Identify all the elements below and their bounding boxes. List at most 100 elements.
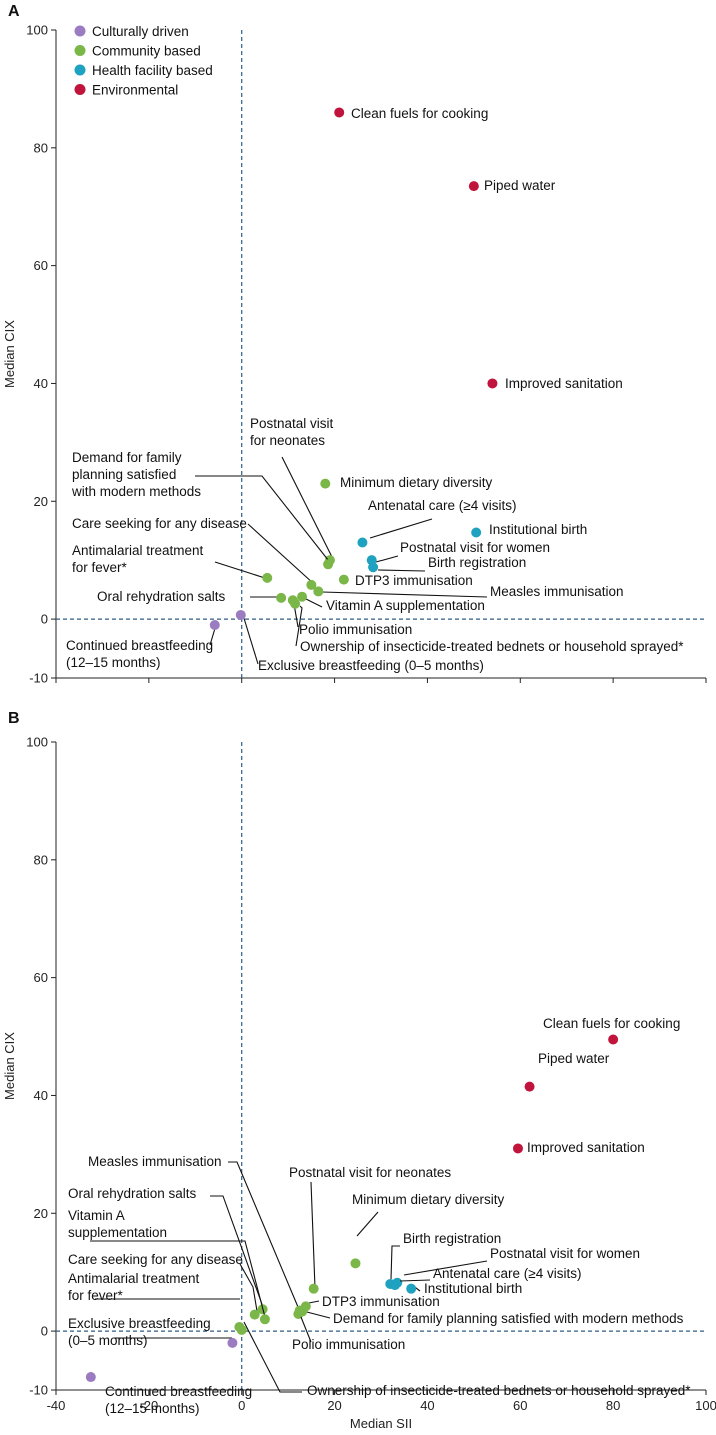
data-point-label: Birth registration — [428, 555, 526, 570]
data-point-label: Oral rehydration salts — [97, 589, 226, 604]
data-point — [297, 591, 308, 602]
x-axis-title: Median SII — [350, 1416, 412, 1431]
data-point-label: Care seeking for any disease — [68, 1252, 243, 1267]
label-leader-line — [210, 1195, 264, 1308]
data-point — [608, 1034, 619, 1045]
data-point-label: Improved sanitation — [505, 376, 623, 391]
legend-label: Environmental — [92, 83, 178, 98]
data-point-label: Antenatal care (≥4 visits) — [433, 1266, 581, 1281]
data-point-label: Oral rehydration salts — [68, 1186, 197, 1201]
legend-marker — [74, 25, 86, 37]
data-point — [350, 1258, 361, 1269]
label-leader-line — [390, 1245, 400, 1280]
data-point — [334, 107, 345, 118]
x-tick-label: 0 — [238, 1398, 245, 1413]
y-tick-label: 20 — [34, 1206, 48, 1221]
y-tick-label: 100 — [26, 735, 48, 750]
data-point — [313, 586, 324, 597]
label-leader-line — [195, 475, 333, 566]
label-leader-line — [303, 597, 323, 608]
data-point-label: Demand for family planning satisfied wit… — [333, 1311, 684, 1326]
data-point — [471, 527, 482, 538]
label-leader-line — [403, 1260, 488, 1276]
y-tick-label: 60 — [34, 258, 48, 273]
legend-label: Culturally driven — [92, 24, 189, 39]
label-leader-line — [375, 555, 399, 563]
data-point — [323, 559, 334, 570]
data-point — [276, 592, 287, 603]
data-point-label: Improved sanitation — [527, 1140, 645, 1155]
label-leader-line — [243, 1321, 302, 1393]
data-point — [262, 572, 273, 583]
panel-letter: B — [8, 710, 20, 727]
y-axis-title: Median CIX — [2, 1032, 17, 1100]
data-point-label: Piped water — [538, 1051, 610, 1066]
data-point — [368, 562, 379, 573]
label-leader-line — [302, 1310, 331, 1319]
y-tick-label: -10 — [29, 671, 48, 686]
label-leader-line — [214, 561, 269, 580]
data-point-label: Institutional birth — [424, 1281, 522, 1296]
legend-label: Community based — [92, 44, 201, 59]
legend: Culturally driven Community based Health f… — [74, 24, 213, 98]
data-point — [320, 478, 331, 489]
label-leader-line — [377, 569, 426, 572]
y-axis-title: Median CIX — [2, 320, 17, 388]
label-leader-line — [369, 518, 433, 539]
data-point-label: Polio immunisation — [299, 622, 412, 637]
data-point-label: Antimalarial treatment for fever* — [72, 543, 204, 575]
data-point-label: Polio immunisation — [292, 1337, 405, 1352]
x-tick-label: 100 — [695, 1398, 716, 1413]
y-tick-label: 80 — [34, 852, 48, 867]
data-point-label: Continued breastfeeding (12–15 months) — [105, 1384, 252, 1416]
label-leader-line — [228, 1161, 299, 1308]
data-point — [290, 598, 301, 609]
data-point — [406, 1283, 417, 1294]
data-point — [209, 619, 220, 630]
data-point — [512, 1143, 523, 1154]
data-point — [468, 181, 479, 192]
data-point-label: Ownership of insecticide-treated bednets… — [300, 639, 684, 654]
data-point — [487, 378, 498, 389]
data-point-label: Clean fuels for cooking — [351, 106, 488, 121]
data-point-label: Institutional birth — [489, 522, 587, 537]
label-leader-line — [90, 1240, 266, 1318]
legend-marker — [74, 84, 86, 95]
y-tick-label: 100 — [26, 23, 48, 38]
data-point-label: Continued breastfeeding (12–15 months) — [66, 638, 213, 670]
x-tick-label: 40 — [420, 1398, 434, 1413]
x-tick-label: 60 — [513, 1398, 527, 1413]
data-point-label: Postnatal visit for neonates — [289, 1165, 451, 1180]
data-point — [306, 579, 317, 590]
y-tick-label: 60 — [34, 970, 48, 985]
y-tick-label: 40 — [34, 1088, 48, 1103]
data-point — [338, 574, 349, 585]
label-leader-line — [281, 456, 335, 562]
data-point — [308, 1283, 319, 1294]
x-tick-label: -20 — [139, 1398, 158, 1413]
legend-label: Health facility based — [92, 63, 213, 78]
data-point — [235, 609, 246, 620]
data-point-label: Birth registration — [403, 1231, 501, 1246]
panel-b: B -10 0 20 40 60 80 100 -40 -20 0 20 40 60 80 100 Median… — [2, 710, 716, 1431]
data-point-label: Care seeking for any disease — [72, 516, 247, 531]
label-leader-line — [300, 1316, 312, 1343]
legend-marker — [74, 64, 86, 76]
data-point-label: Antimalarial treatment for fever* — [68, 1271, 200, 1303]
x-tick-label: -40 — [47, 1398, 66, 1413]
label-leader-line — [356, 1211, 379, 1237]
data-point — [389, 1280, 400, 1291]
data-point-label: Ownership of insecticide-treated bednets… — [307, 1383, 691, 1398]
x-tick-label: 80 — [606, 1398, 620, 1413]
data-point-label: Measles immunisation — [88, 1154, 222, 1169]
data-point — [236, 1324, 247, 1335]
data-point-label: Minimum dietary diversity — [340, 475, 493, 490]
data-point — [249, 1309, 260, 1320]
axes — [55, 742, 706, 1391]
data-point — [524, 1081, 535, 1092]
data-point-label: Vitamin A supplementation — [326, 598, 485, 613]
panel-a: A -10 0 20 40 60 80 100 Median CIX Culturally dri… — [2, 3, 707, 686]
data-point-label: Piped water — [484, 178, 556, 193]
